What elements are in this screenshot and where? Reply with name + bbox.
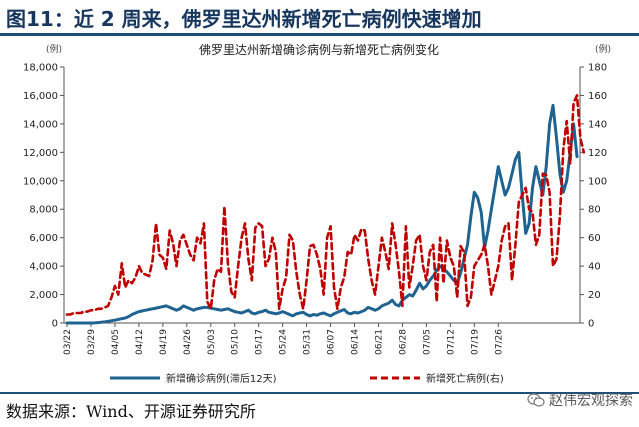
source-text: 数据来源：Wind、开源证券研究所 [6, 402, 256, 421]
title-rule [0, 33, 639, 36]
right-tick-label: 20 [588, 290, 601, 301]
right-axis-unit: (例) [595, 43, 611, 55]
right-tick-label: 120 [588, 148, 607, 159]
x-tick-label: 07/05 [422, 329, 432, 355]
legend: 新增确诊病例(滞后12天) 新增死亡病例(右) [110, 372, 504, 385]
x-tick-label: 04/12 [135, 329, 145, 355]
right-tick-label: 140 [588, 119, 607, 130]
legend-label-deaths: 新增死亡病例(右) [426, 372, 504, 385]
left-tick-label: 10,000 [23, 176, 58, 187]
figure-title: 图11：近 2 周来，佛罗里达州新增死亡病例快速增加 [6, 7, 482, 31]
x-tick-label: 04/26 [183, 329, 193, 355]
x-tick-label: 06/28 [398, 329, 408, 355]
x-tick-label: 03/29 [87, 329, 97, 355]
x-tick-label: 07/19 [470, 329, 480, 355]
left-tick-label: 18,000 [23, 63, 58, 74]
left-axis-unit: (例) [46, 43, 62, 55]
wechat-icon [527, 393, 545, 407]
x-tick-label: 07/26 [494, 329, 504, 355]
x-tick-label: 05/24 [279, 329, 289, 355]
right-tick-label: 80 [588, 205, 601, 216]
legend-label-cases: 新增确诊病例(滞后12天) [166, 372, 277, 385]
right-tick-label: 100 [588, 176, 607, 187]
left-tick-label: 4,000 [29, 262, 58, 273]
x-tick-label: 06/07 [327, 329, 337, 355]
right-tick-label: 180 [588, 63, 607, 74]
watermark-text: 赵伟宏观探索 [549, 393, 633, 409]
x-tick-label: 04/19 [159, 329, 169, 355]
chart-title: 佛罗里达州新增确诊病例与新增死亡病例变化 [199, 42, 439, 57]
x-tick-label: 05/03 [207, 329, 217, 355]
x-tick-label: 05/31 [303, 329, 313, 355]
x-tick-label: 05/10 [231, 329, 241, 355]
left-tick-label: 12,000 [23, 148, 58, 159]
x-tick-label: 05/17 [255, 329, 265, 355]
left-tick-label: 16,000 [23, 91, 58, 102]
right-tick-label: 160 [588, 91, 607, 102]
x-tick-label: 03/22 [63, 329, 73, 355]
left-tick-label: 14,000 [23, 119, 58, 130]
x-tick-label: 06/21 [374, 329, 384, 355]
left-tick-label: 8,000 [29, 205, 58, 216]
series-line-cases [65, 103, 579, 325]
right-tick-label: 60 [588, 233, 601, 244]
x-tick-label: 04/05 [111, 329, 121, 355]
left-tick-label: 2,000 [29, 290, 58, 301]
series-line-deaths [65, 94, 586, 316]
watermark: 赵伟宏观探索 [527, 390, 633, 410]
x-tick-label: 07/12 [446, 329, 456, 355]
bottom-rule [0, 392, 639, 394]
left-tick-label: 0 [52, 319, 58, 330]
right-tick-label: 0 [588, 319, 594, 330]
chart: 佛罗里达州新增确诊病例与新增死亡病例变化 (例) (例) 0 2,000 4,000… [23, 42, 611, 385]
left-tick-label: 6,000 [29, 233, 58, 244]
x-tick-label: 06/14 [351, 329, 361, 355]
right-tick-label: 40 [588, 262, 601, 273]
